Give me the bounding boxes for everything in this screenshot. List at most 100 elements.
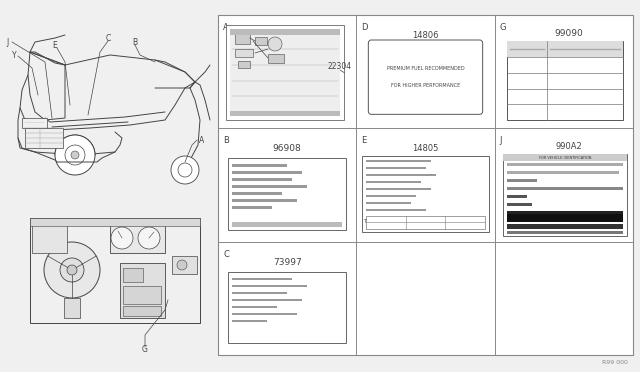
Text: 99090: 99090 bbox=[554, 29, 583, 38]
Bar bbox=[230, 111, 340, 116]
Bar bbox=[32, 223, 67, 253]
Bar bbox=[123, 268, 143, 282]
Bar bbox=[235, 34, 250, 44]
Text: 14806: 14806 bbox=[412, 31, 439, 40]
Bar bbox=[232, 285, 307, 287]
Bar bbox=[366, 195, 417, 197]
Bar bbox=[228, 158, 346, 230]
Bar bbox=[172, 256, 197, 274]
Bar bbox=[123, 286, 161, 304]
Bar bbox=[110, 223, 165, 253]
Circle shape bbox=[178, 163, 192, 177]
Bar bbox=[362, 156, 489, 232]
Bar bbox=[502, 154, 627, 161]
Circle shape bbox=[55, 135, 95, 175]
Bar bbox=[232, 185, 307, 188]
Circle shape bbox=[60, 258, 84, 282]
Bar bbox=[366, 167, 426, 169]
Circle shape bbox=[268, 37, 282, 51]
Bar bbox=[232, 299, 302, 301]
Circle shape bbox=[171, 156, 199, 184]
Bar bbox=[232, 306, 277, 308]
Bar bbox=[230, 29, 340, 35]
Bar bbox=[366, 174, 436, 176]
Text: A: A bbox=[223, 23, 228, 32]
Bar bbox=[507, 179, 537, 182]
Bar bbox=[366, 160, 431, 162]
Text: T: T bbox=[364, 219, 366, 224]
Bar bbox=[30, 218, 200, 226]
Text: G: G bbox=[500, 23, 506, 32]
Bar bbox=[232, 192, 282, 195]
Bar bbox=[507, 231, 623, 234]
Bar bbox=[25, 128, 63, 148]
Bar bbox=[507, 171, 619, 174]
Bar bbox=[255, 37, 267, 45]
Circle shape bbox=[65, 145, 85, 165]
Text: B: B bbox=[223, 136, 229, 145]
Circle shape bbox=[71, 151, 79, 159]
Bar bbox=[232, 171, 302, 174]
Bar bbox=[230, 29, 340, 116]
Bar bbox=[226, 25, 344, 120]
Bar bbox=[235, 49, 253, 57]
Bar bbox=[22, 118, 47, 128]
Bar bbox=[228, 272, 346, 343]
Text: PREMIUM FUEL RECOMMENDED: PREMIUM FUEL RECOMMENDED bbox=[387, 67, 464, 71]
Bar bbox=[64, 298, 80, 318]
Bar bbox=[232, 292, 287, 294]
Bar bbox=[232, 313, 297, 315]
Text: D: D bbox=[362, 23, 368, 32]
Bar bbox=[238, 61, 250, 68]
Bar bbox=[366, 209, 426, 211]
Bar bbox=[232, 278, 292, 280]
Text: C: C bbox=[106, 33, 111, 42]
Bar bbox=[507, 203, 532, 206]
Bar bbox=[120, 263, 165, 318]
Text: FOR VEHICLE IDENTIFICATION: FOR VEHICLE IDENTIFICATION bbox=[539, 156, 591, 160]
Text: G: G bbox=[142, 346, 148, 355]
Bar bbox=[507, 41, 623, 120]
Circle shape bbox=[177, 260, 187, 270]
FancyBboxPatch shape bbox=[369, 40, 483, 114]
Bar bbox=[366, 202, 412, 204]
Bar bbox=[232, 164, 287, 167]
Bar bbox=[30, 218, 200, 323]
Text: A: A bbox=[200, 135, 205, 144]
Bar bbox=[507, 163, 623, 166]
Bar bbox=[218, 15, 633, 355]
Circle shape bbox=[138, 227, 160, 249]
Text: C: C bbox=[223, 250, 229, 259]
Bar bbox=[507, 195, 527, 198]
Bar bbox=[507, 41, 623, 57]
Bar bbox=[232, 320, 267, 322]
Text: R99 000: R99 000 bbox=[602, 360, 628, 365]
Text: J: J bbox=[500, 136, 502, 145]
Text: J: J bbox=[7, 38, 9, 46]
Text: Y: Y bbox=[12, 51, 16, 60]
Text: 73997: 73997 bbox=[273, 258, 301, 267]
Bar bbox=[268, 54, 284, 63]
Bar bbox=[502, 154, 627, 236]
Bar bbox=[232, 178, 292, 181]
Bar bbox=[232, 206, 272, 209]
Text: FOR HIGHER PERFORMANCE: FOR HIGHER PERFORMANCE bbox=[391, 83, 460, 88]
Text: 22304: 22304 bbox=[327, 61, 351, 71]
Bar bbox=[366, 181, 421, 183]
Bar bbox=[507, 224, 623, 229]
Circle shape bbox=[67, 265, 77, 275]
Bar bbox=[507, 187, 623, 190]
Bar bbox=[232, 222, 342, 227]
Bar bbox=[366, 188, 431, 190]
Text: 96908: 96908 bbox=[273, 144, 301, 153]
Bar bbox=[507, 214, 623, 222]
Bar bbox=[232, 199, 297, 202]
Bar bbox=[507, 211, 623, 214]
Text: E: E bbox=[52, 41, 58, 49]
Bar bbox=[366, 216, 484, 229]
Text: E: E bbox=[362, 136, 367, 145]
Text: B: B bbox=[132, 38, 138, 46]
Text: 990A2: 990A2 bbox=[556, 142, 582, 151]
Circle shape bbox=[111, 227, 133, 249]
Text: 14805: 14805 bbox=[412, 144, 438, 153]
